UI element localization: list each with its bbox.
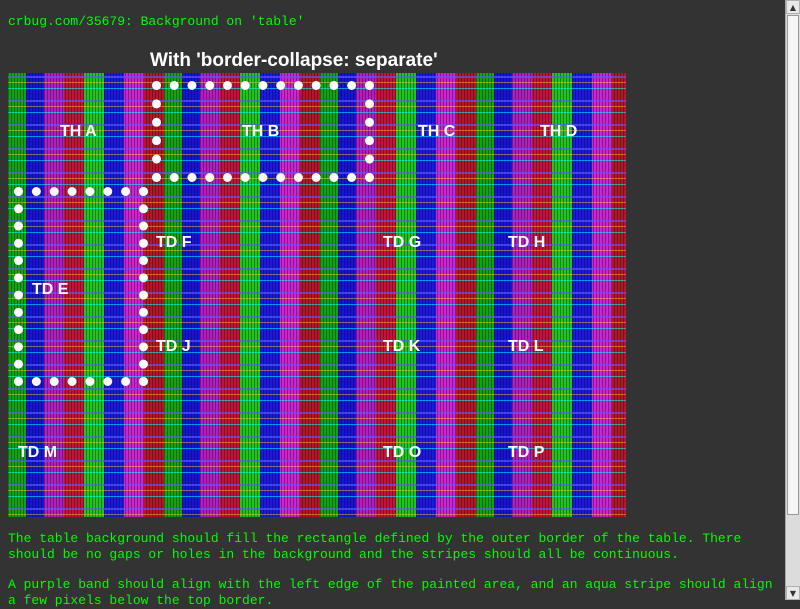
th-a: TH A <box>60 123 97 140</box>
td-k: TD K <box>383 338 421 355</box>
scrollbar-thumb[interactable] <box>787 15 799 515</box>
th-d: TH D <box>540 123 578 140</box>
bug-link[interactable]: crbug.com/35679: Background on 'table' <box>8 14 305 29</box>
scroll-down-arrow-icon[interactable]: ▼ <box>786 586 800 600</box>
td-m: TD M <box>18 444 58 461</box>
th-c: TH C <box>418 123 456 140</box>
td-j: TD J <box>156 338 191 355</box>
table-background: TH A TH B TH C TH D TD E TD F TD G TD H … <box>8 73 626 517</box>
vertical-scrollbar[interactable]: ▲ ▼ <box>785 0 800 600</box>
td-g: TD G <box>383 234 422 251</box>
th-b: TH B <box>242 123 280 140</box>
scroll-up-arrow-icon[interactable]: ▲ <box>786 0 800 14</box>
td-p: TD P <box>508 444 545 461</box>
td-h: TD H <box>508 234 546 251</box>
table-caption: With 'border-collapse: separate' <box>150 50 438 71</box>
td-e: TD E <box>32 281 69 298</box>
td-e-dotted-border <box>14 187 148 386</box>
td-o: TD O <box>383 444 422 461</box>
description-paragraph-2: A purple band should align with the left… <box>8 577 773 608</box>
td-l: TD L <box>508 338 544 355</box>
td-f: TD F <box>156 234 192 251</box>
th-b-dotted-border <box>152 81 374 182</box>
description-paragraph-1: The table background should fill the rec… <box>8 531 742 562</box>
